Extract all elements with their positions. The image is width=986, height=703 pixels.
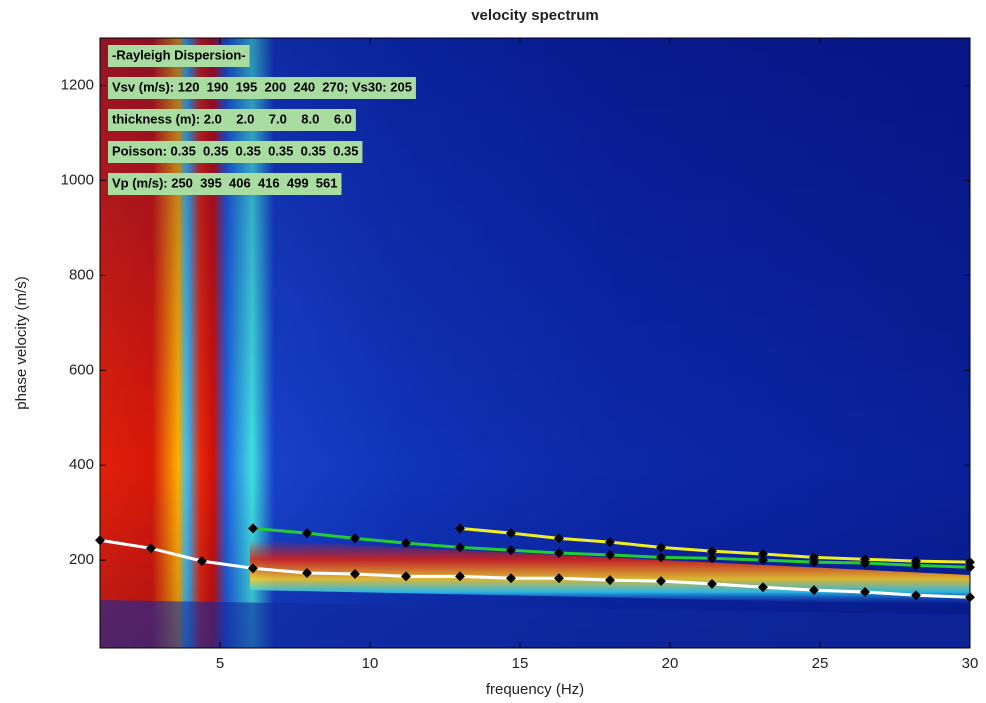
pick-point <box>554 548 564 559</box>
annotation-box <box>108 77 416 99</box>
chart-title: velocity spectrum <box>471 7 599 24</box>
pick-point <box>707 546 717 557</box>
y-tick-label: 1200 <box>61 76 94 93</box>
pick-point <box>758 582 768 593</box>
pick-point <box>605 550 615 560</box>
pick-point <box>401 538 411 549</box>
pick-point <box>554 573 564 584</box>
pick-point <box>860 554 870 565</box>
x-tick-label: 25 <box>812 655 829 672</box>
pick-point <box>965 592 975 603</box>
pick-point <box>656 542 666 553</box>
x-tick-label: 10 <box>362 655 379 672</box>
annotation: Poisson: 0.35 0.35 0.35 0.35 0.35 0.35 <box>112 143 358 158</box>
y-tick-label: 600 <box>69 361 94 378</box>
annotation-box <box>108 173 342 195</box>
y-axis-label: phase velocity (m/s) <box>13 276 30 409</box>
annotation: thickness (m): 2.0 2.0 7.0 8.0 6.0 <box>112 111 352 126</box>
pick-point <box>506 545 516 556</box>
annotation: Vp (m/s): 250 395 406 416 499 561 <box>112 175 337 190</box>
pick-point <box>758 549 768 559</box>
dispersion-curve <box>99 538 971 599</box>
y-tick-label: 1000 <box>61 171 94 188</box>
pick-point <box>605 575 615 586</box>
pick-point <box>506 573 516 584</box>
pick-point <box>302 528 312 539</box>
pick-point <box>656 576 666 587</box>
pick-point <box>965 562 975 573</box>
y-tick-label: 400 <box>69 456 94 473</box>
annotation: Vsv (m/s): 120 190 195 200 240 270; Vs30… <box>112 79 412 94</box>
pick-point <box>350 568 360 579</box>
pick-point <box>455 542 465 553</box>
pick-point <box>401 571 411 582</box>
pick-point <box>197 556 207 567</box>
pick-point <box>707 553 717 564</box>
plot-frame <box>99 37 971 649</box>
annotation-box <box>108 109 356 131</box>
pick-point <box>911 590 921 601</box>
annotation: -Rayleigh Dispersion- <box>112 47 246 62</box>
pick-point <box>554 533 564 544</box>
pick-point <box>707 578 717 589</box>
pick-point <box>95 535 105 546</box>
y-tick-label: 200 <box>69 551 94 568</box>
pick-point <box>809 552 819 563</box>
pick-point <box>965 557 975 568</box>
x-tick-label: 15 <box>512 655 529 672</box>
pick-point <box>809 585 819 596</box>
pick-point <box>506 528 516 539</box>
spectrum-shade <box>100 38 970 648</box>
pick-point <box>248 523 258 534</box>
x-tick-label: 30 <box>962 655 979 672</box>
pick-point <box>350 533 360 544</box>
pick-point <box>248 563 258 574</box>
pick-point <box>860 587 870 597</box>
pick-point <box>146 543 156 554</box>
x-tick-label: 20 <box>662 655 679 672</box>
annotation-box <box>108 45 250 67</box>
annotation-box <box>108 141 363 163</box>
pick-point <box>302 568 312 578</box>
pick-point <box>605 537 615 548</box>
x-tick-label: 5 <box>216 655 224 672</box>
x-axis-label: frequency (Hz) <box>486 681 584 698</box>
energy-floor <box>100 600 970 648</box>
pick-point <box>656 552 666 563</box>
pick-point <box>911 556 921 567</box>
pick-point <box>455 523 465 534</box>
y-tick-label: 800 <box>69 266 94 283</box>
pick-point <box>455 571 465 582</box>
plot-layer: 5 10 15 20 25 30 200 400 600 800 1000 1200 -Rayleigh… <box>61 38 979 672</box>
pick-point <box>758 555 768 566</box>
